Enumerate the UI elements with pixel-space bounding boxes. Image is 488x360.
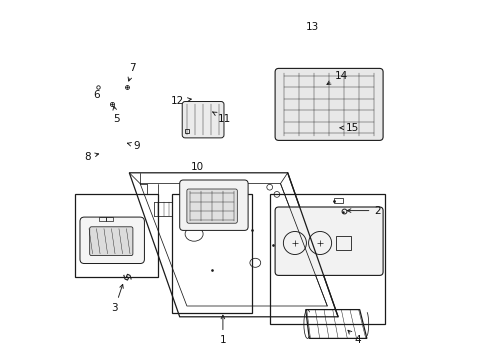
Text: 1: 1: [219, 315, 226, 345]
Bar: [172, 194, 251, 313]
Bar: [75, 194, 158, 277]
Text: 8: 8: [84, 152, 99, 162]
Text: 14: 14: [326, 71, 347, 85]
Bar: [99, 217, 106, 221]
Text: 9: 9: [127, 141, 140, 151]
Text: 5: 5: [113, 106, 120, 124]
FancyBboxPatch shape: [182, 102, 224, 138]
FancyBboxPatch shape: [275, 68, 382, 140]
Bar: [106, 217, 113, 221]
Bar: [336, 236, 350, 250]
Text: 4: 4: [347, 330, 361, 345]
Text: 10: 10: [191, 162, 204, 172]
Bar: [333, 198, 342, 203]
Text: 13: 13: [305, 22, 319, 32]
Text: 6: 6: [93, 90, 100, 100]
FancyBboxPatch shape: [89, 227, 133, 256]
Text: 3: 3: [111, 284, 123, 313]
Text: 15: 15: [339, 123, 358, 133]
Bar: [269, 194, 384, 324]
FancyBboxPatch shape: [186, 189, 237, 223]
Text: 2: 2: [346, 206, 380, 216]
Text: 7: 7: [128, 63, 136, 81]
Text: 11: 11: [212, 112, 231, 124]
FancyBboxPatch shape: [179, 180, 247, 230]
Text: 12: 12: [171, 96, 191, 106]
FancyBboxPatch shape: [80, 217, 144, 264]
FancyBboxPatch shape: [275, 207, 382, 275]
